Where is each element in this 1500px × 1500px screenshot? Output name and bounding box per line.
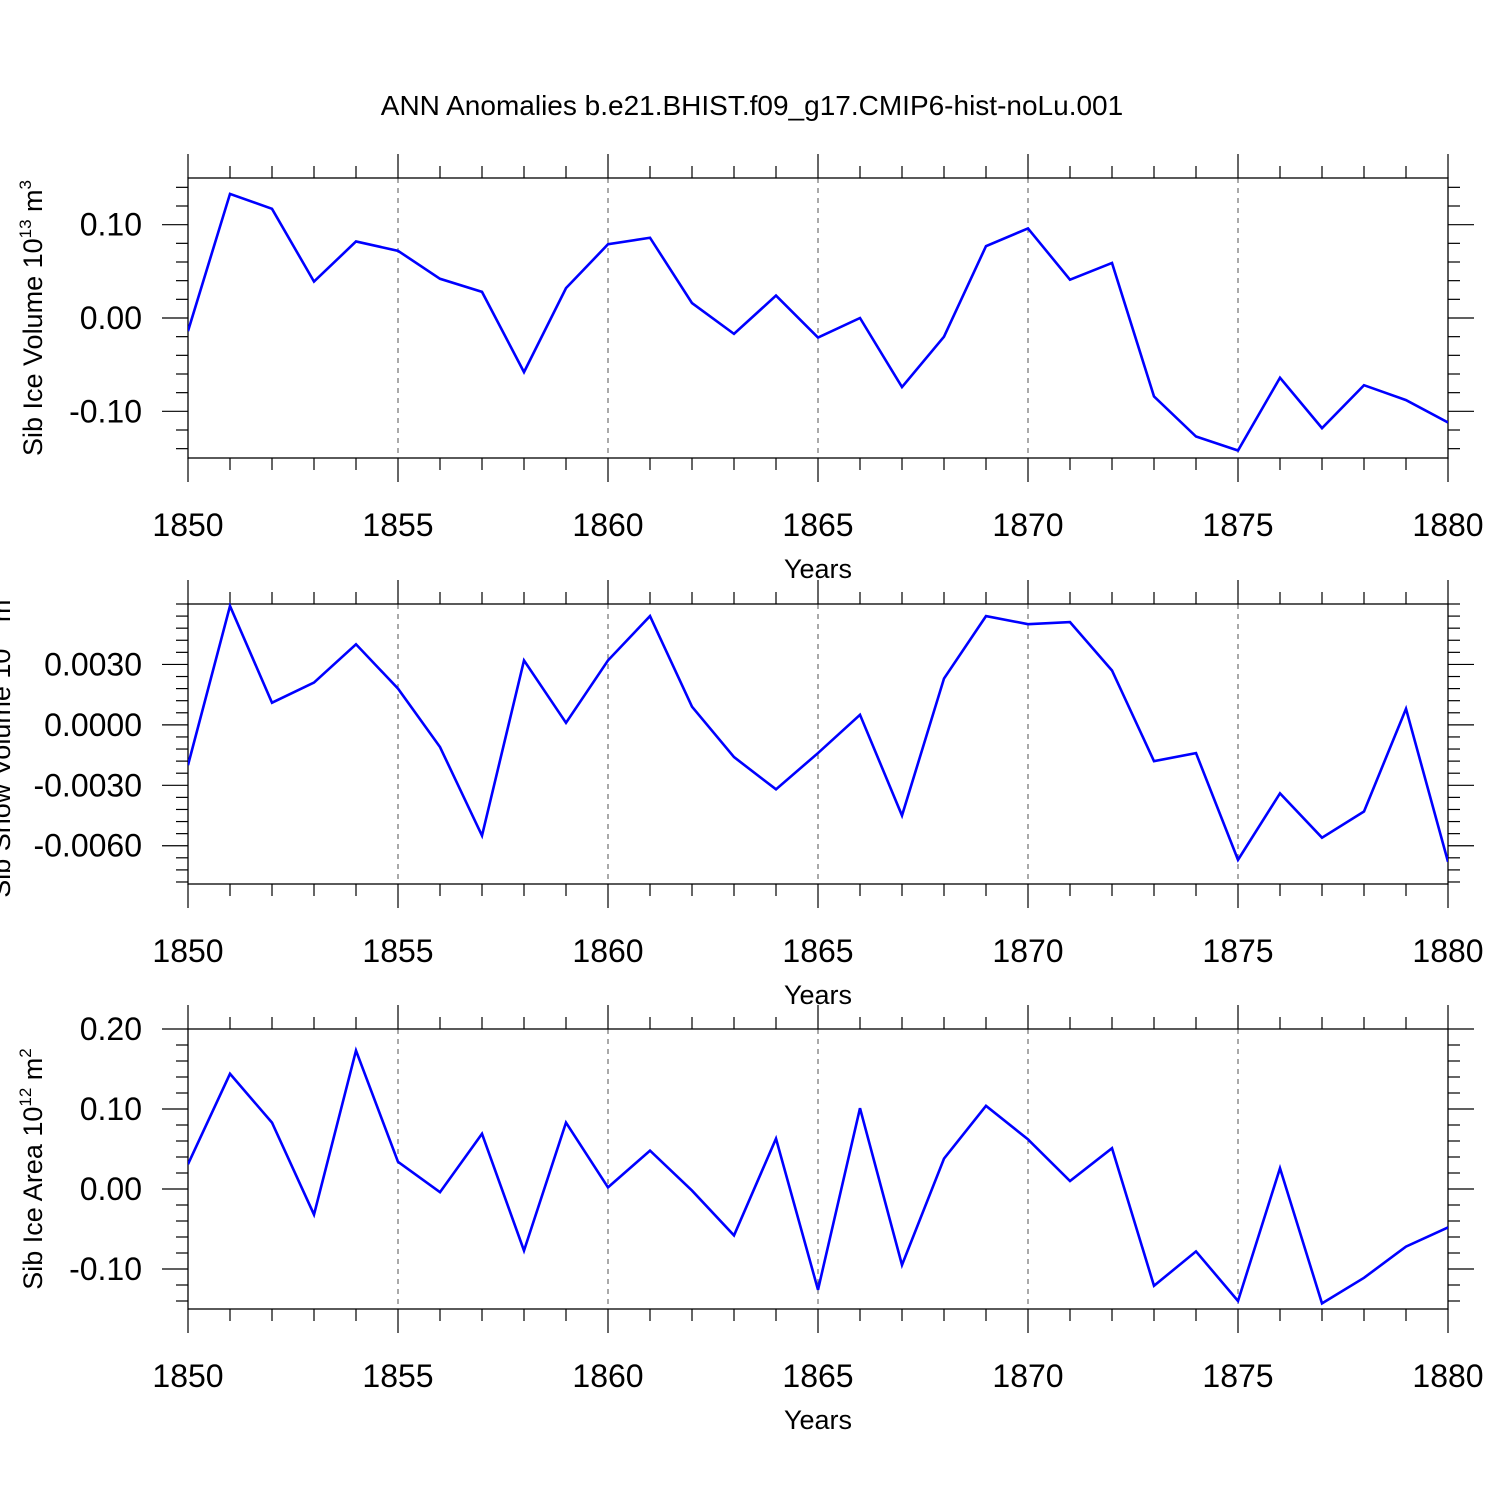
- x-tick-label: 1860: [572, 507, 643, 543]
- x-tick-label: 1875: [1202, 1358, 1273, 1394]
- panel-1: 1850 1855 1860 1865 1870 1875 1880 Years -0.10 0.…: [16, 154, 1484, 584]
- y-tick-label: 0.00: [80, 1171, 142, 1207]
- x-axis-label: Years: [784, 554, 852, 584]
- x-tick-label: 1860: [572, 1358, 643, 1394]
- y-tick-label: 0.20: [80, 1011, 142, 1047]
- y-axis-label-exponent: 13: [0, 630, 3, 649]
- x-tick-label: 1880: [1412, 1358, 1483, 1394]
- x-tick-label: 1880: [1412, 507, 1483, 543]
- x-tick-label: 1865: [782, 1358, 853, 1394]
- y-tick-label: 0.10: [80, 207, 142, 243]
- y-axis-label: Sib Ice Area 1012 m2: [16, 1048, 48, 1290]
- chart-title: ANN Anomalies b.e21.BHIST.f09_g17.CMIP6-…: [381, 90, 1123, 121]
- x-axis-label: Years: [784, 1405, 852, 1435]
- y-axis-label: Sib Ice Volume 1013 m3: [16, 180, 48, 456]
- panel-2: 1850 1855 1860 1865 1870 1875 1880Years-0.0060…: [0, 580, 1484, 1010]
- y-axis-label-unit: m: [18, 1058, 48, 1088]
- x-tick-label: 1865: [782, 507, 853, 543]
- y-axis-label-text: Sib Ice Area 10: [18, 1107, 48, 1290]
- y-axis-label: Sib Snow Volume 1013 m3: [0, 590, 16, 898]
- y-tick-label: -0.0060: [33, 828, 142, 864]
- y-tick-label: -0.10: [69, 1251, 142, 1287]
- series-line: [188, 602, 1448, 863]
- x-tick-label: 1875: [1202, 933, 1273, 969]
- x-tick-label: 1855: [362, 507, 433, 543]
- x-tick-label: 1850: [152, 933, 223, 969]
- x-tick-label: 1850: [152, 1358, 223, 1394]
- x-tick-label: 1870: [992, 933, 1063, 969]
- x-tick-label: 1880: [1412, 933, 1483, 969]
- y-tick-label: -0.0030: [33, 767, 142, 803]
- x-tick-label: 1870: [992, 507, 1063, 543]
- y-axis-label-exponent: 13: [16, 219, 35, 238]
- y-axis-label-unit-exponent: 2: [16, 1048, 35, 1057]
- chart-panels: 1850 1855 1860 1865 1870 1875 1880 Years -0.10 0.…: [0, 154, 1484, 1435]
- y-tick-label: 0.00: [80, 300, 142, 336]
- y-axis-label-unit: m: [0, 600, 16, 630]
- x-tick-label: 1875: [1202, 507, 1273, 543]
- panel-3: 1850 1855 1860 1865 1870 1875 1880 Years -0.10 0.…: [16, 1005, 1484, 1435]
- y-tick-label: 0.0000: [44, 707, 142, 743]
- y-tick-label: -0.10: [69, 393, 142, 429]
- x-tick-label: 1860: [572, 933, 643, 969]
- x-tick-label: 1855: [362, 1358, 433, 1394]
- x-tick-label: 1870: [992, 1358, 1063, 1394]
- y-axis-label-text: Sib Snow Volume 10: [0, 649, 16, 898]
- series-line: [188, 1046, 1448, 1306]
- y-tick-label: 0.0030: [44, 646, 142, 682]
- series-line: [188, 192, 1448, 453]
- y-tick-label: 0.10: [80, 1091, 142, 1127]
- x-tick-label: 1865: [782, 933, 853, 969]
- y-axis-label-unit: m: [18, 189, 48, 219]
- x-tick-label: 1855: [362, 933, 433, 969]
- x-tick-label: 1850: [152, 507, 223, 543]
- y-axis-label-unit-exponent: 3: [0, 590, 3, 599]
- y-axis-label-unit-exponent: 3: [16, 180, 35, 189]
- y-axis-label-exponent: 12: [16, 1088, 35, 1107]
- y-axis-label-text: Sib Ice Volume 10: [18, 238, 48, 456]
